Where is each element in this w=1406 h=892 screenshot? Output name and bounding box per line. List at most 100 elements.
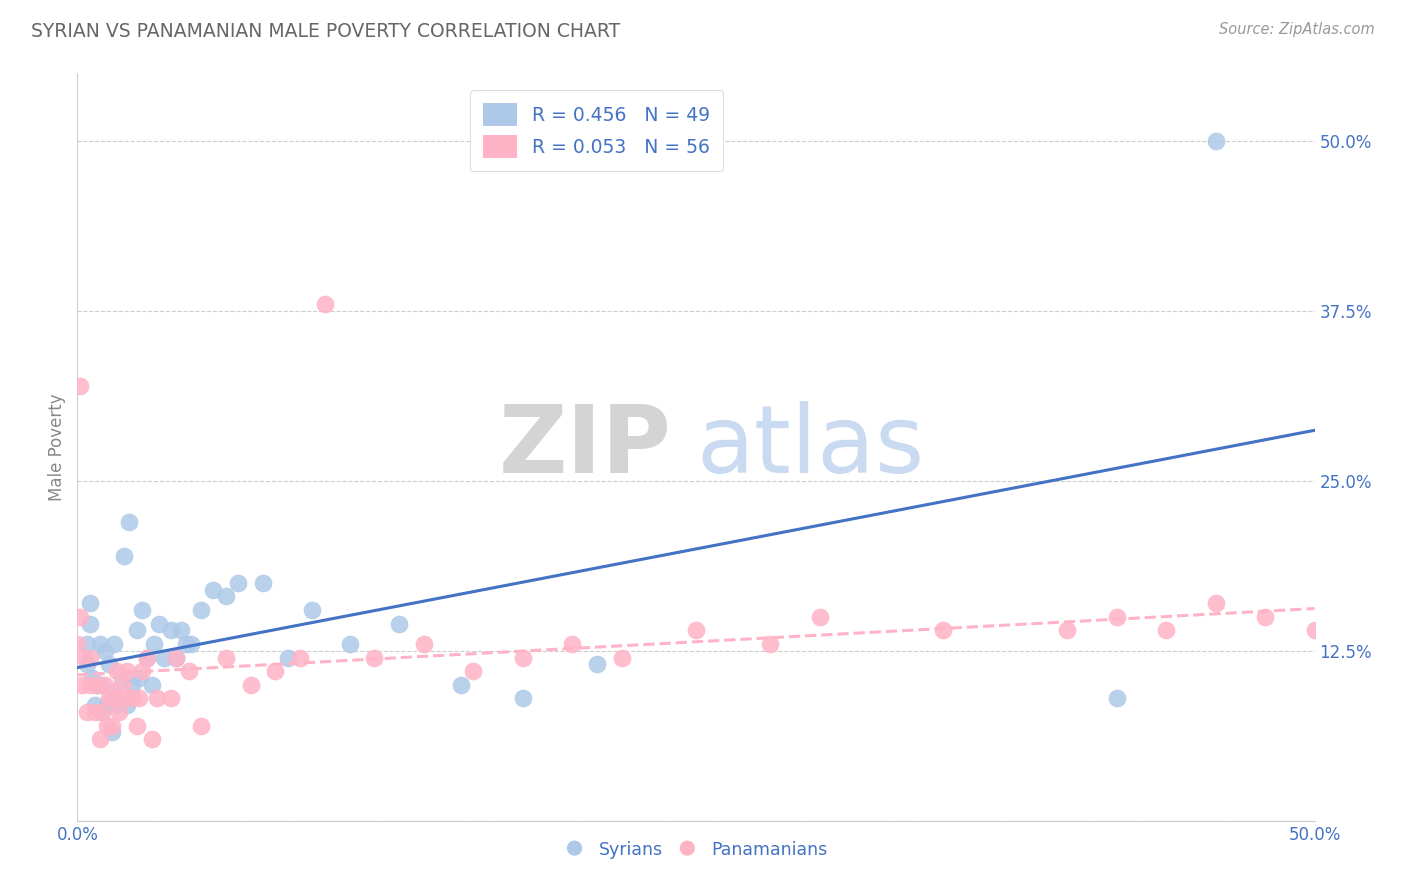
Point <box>1205 596 1227 610</box>
Point <box>463 664 485 678</box>
Point <box>72 678 94 692</box>
Point <box>177 664 200 678</box>
Point <box>1105 609 1128 624</box>
Point <box>89 637 111 651</box>
Point <box>135 650 157 665</box>
Point <box>145 691 167 706</box>
Point <box>69 609 91 624</box>
Point <box>215 650 238 665</box>
Point <box>73 650 96 665</box>
Point <box>83 705 105 719</box>
Point <box>1254 609 1277 624</box>
Point <box>101 718 124 732</box>
Point <box>89 732 111 747</box>
Point <box>69 378 91 392</box>
Point <box>190 718 212 732</box>
Point <box>79 616 101 631</box>
Point <box>148 616 170 631</box>
Point <box>91 678 114 692</box>
Point <box>98 691 121 706</box>
Point <box>112 549 135 563</box>
Point <box>808 609 831 624</box>
Point <box>141 732 163 747</box>
Point <box>115 698 138 712</box>
Point <box>1154 624 1177 638</box>
Point <box>135 650 157 665</box>
Point <box>96 718 118 732</box>
Point <box>115 664 138 678</box>
Point <box>277 650 299 665</box>
Point <box>76 705 98 719</box>
Point <box>103 684 125 698</box>
Point <box>125 718 148 732</box>
Point <box>141 678 163 692</box>
Point <box>301 603 323 617</box>
Point <box>76 637 98 651</box>
Point <box>170 624 193 638</box>
Point <box>450 678 472 692</box>
Point <box>96 698 118 712</box>
Point <box>121 678 143 692</box>
Point <box>215 590 238 604</box>
Point <box>288 650 311 665</box>
Point <box>1205 134 1227 148</box>
Point <box>561 637 583 651</box>
Point <box>165 650 187 665</box>
Point <box>108 705 131 719</box>
Point <box>103 691 125 706</box>
Point <box>128 691 150 706</box>
Point <box>759 637 782 651</box>
Text: atlas: atlas <box>696 401 924 493</box>
Point <box>103 637 125 651</box>
Point <box>226 575 249 590</box>
Point <box>153 650 176 665</box>
Point <box>131 664 153 678</box>
Point <box>190 603 212 617</box>
Point <box>512 691 534 706</box>
Point <box>111 671 134 685</box>
Legend: Syrians, Panamanians: Syrians, Panamanians <box>557 833 835 866</box>
Point <box>685 624 707 638</box>
Point <box>610 650 633 665</box>
Point <box>82 671 104 685</box>
Point <box>98 657 121 672</box>
Point <box>76 657 98 672</box>
Point <box>165 650 187 665</box>
Point <box>143 637 166 651</box>
Text: Source: ZipAtlas.com: Source: ZipAtlas.com <box>1219 22 1375 37</box>
Point <box>131 603 153 617</box>
Point <box>91 705 114 719</box>
Point <box>128 671 150 685</box>
Point <box>105 664 128 678</box>
Point <box>160 691 183 706</box>
Point <box>66 637 89 651</box>
Point <box>314 297 336 311</box>
Point <box>388 616 411 631</box>
Point <box>160 624 183 638</box>
Y-axis label: Male Poverty: Male Poverty <box>48 393 66 500</box>
Point <box>105 698 128 712</box>
Point <box>1105 691 1128 706</box>
Point <box>363 650 385 665</box>
Point <box>86 678 108 692</box>
Point <box>125 624 148 638</box>
Point <box>264 664 287 678</box>
Text: SYRIAN VS PANAMANIAN MALE POVERTY CORRELATION CHART: SYRIAN VS PANAMANIAN MALE POVERTY CORREL… <box>31 22 620 41</box>
Point <box>412 637 434 651</box>
Point <box>112 691 135 706</box>
Point <box>252 575 274 590</box>
Point <box>101 725 124 739</box>
Point <box>1353 596 1375 610</box>
Point <box>1303 624 1326 638</box>
Point <box>86 678 108 692</box>
Point <box>512 650 534 665</box>
Point <box>83 698 105 712</box>
Point <box>174 637 197 651</box>
Point <box>180 637 202 651</box>
Point <box>93 678 115 692</box>
Point <box>79 596 101 610</box>
Point <box>118 515 141 529</box>
Point <box>121 691 143 706</box>
Point <box>339 637 361 651</box>
Point <box>586 657 609 672</box>
